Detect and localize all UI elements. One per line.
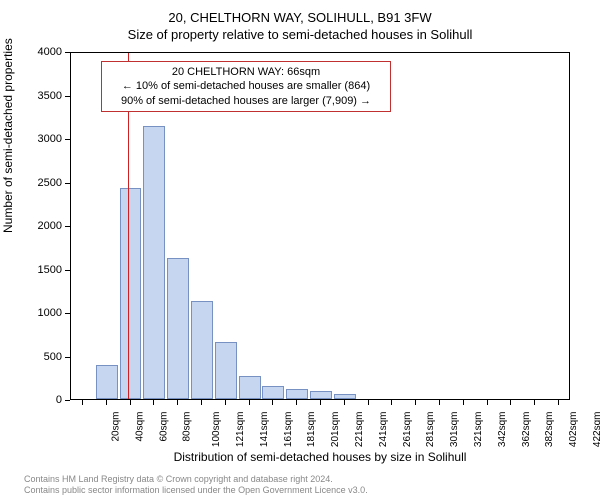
x-tick-mark — [177, 400, 178, 405]
x-tick-mark — [510, 400, 511, 405]
histogram-bar — [262, 386, 284, 399]
x-tick-label: 241sqm — [378, 412, 389, 448]
x-tick-mark — [344, 400, 345, 405]
annotation-line1: 20 CHELTHORN WAY: 66sqm — [108, 65, 384, 79]
x-tick-label: 382sqm — [545, 412, 556, 448]
attribution-line2: Contains public sector information licen… — [24, 485, 368, 496]
x-tick-label: 80sqm — [182, 412, 193, 442]
annotation-line3: 90% of semi-detached houses are larger (… — [108, 94, 384, 108]
x-tick-mark — [439, 400, 440, 405]
x-tick-mark — [249, 400, 250, 405]
histogram-bar — [310, 391, 332, 399]
x-tick-label: 402sqm — [568, 412, 579, 448]
x-tick-mark — [130, 400, 131, 405]
x-axis-label: Distribution of semi-detached houses by … — [70, 450, 570, 464]
x-tick-mark — [296, 400, 297, 405]
x-tick-label: 422sqm — [592, 412, 600, 448]
x-tick-label: 281sqm — [426, 412, 437, 448]
x-tick-label: 40sqm — [134, 412, 145, 442]
x-tick-label: 161sqm — [283, 412, 294, 448]
y-tick-label: 3000 — [38, 133, 62, 145]
histogram-bar — [239, 376, 261, 399]
x-tick-label: 181sqm — [306, 412, 317, 448]
x-tick-label: 100sqm — [211, 412, 222, 448]
y-tick-label: 4000 — [38, 46, 62, 58]
x-tick-mark — [153, 400, 154, 405]
y-tick-label: 1000 — [38, 307, 62, 319]
x-tick-mark — [320, 400, 321, 405]
x-tick-label: 301sqm — [449, 412, 460, 448]
x-tick-mark — [534, 400, 535, 405]
x-tick-label: 321sqm — [473, 412, 484, 448]
y-axis-ticks: 05001000150020002500300035004000 — [0, 52, 70, 400]
x-axis-ticks: 20sqm 40sqm 60sqm 80sqm 100sqm 121sqm 141sqm 16… — [70, 400, 570, 450]
annotation-box: 20 CHELTHORN WAY: 66sqm ← 10% of semi-de… — [101, 61, 391, 112]
attribution-line1: Contains HM Land Registry data © Crown c… — [24, 474, 368, 485]
histogram-bar — [167, 258, 189, 399]
x-tick-label: 362sqm — [521, 412, 532, 448]
y-tick-label: 500 — [44, 351, 62, 363]
y-tick-label: 0 — [56, 394, 62, 406]
histogram-bar — [143, 126, 165, 399]
x-tick-mark — [106, 400, 107, 405]
x-tick-mark — [558, 400, 559, 405]
x-tick-mark — [487, 400, 488, 405]
x-tick-mark — [415, 400, 416, 405]
x-tick-label: 261sqm — [402, 412, 413, 448]
y-tick-label: 3500 — [38, 90, 62, 102]
x-tick-label: 121sqm — [235, 412, 246, 448]
histogram-bar — [215, 342, 237, 399]
annotation-line2: ← 10% of semi-detached houses are smalle… — [108, 79, 384, 93]
page-title-address: 20, CHELTHORN WAY, SOLIHULL, B91 3FW — [0, 10, 600, 25]
x-tick-mark — [463, 400, 464, 405]
y-tick-label: 2500 — [38, 177, 62, 189]
histogram-bar — [334, 394, 356, 399]
x-tick-label: 221sqm — [354, 412, 365, 448]
x-tick-label: 141sqm — [259, 412, 270, 448]
x-tick-mark — [82, 400, 83, 405]
y-tick-label: 1500 — [38, 264, 62, 276]
x-tick-mark — [272, 400, 273, 405]
title-block: 20, CHELTHORN WAY, SOLIHULL, B91 3FW Siz… — [0, 0, 600, 42]
histogram-bar — [120, 188, 142, 399]
x-tick-mark — [391, 400, 392, 405]
histogram-bar — [191, 301, 213, 399]
plot-area: 20 CHELTHORN WAY: 66sqm ← 10% of semi-de… — [70, 52, 570, 400]
histogram-bar — [286, 389, 308, 399]
x-tick-mark — [368, 400, 369, 405]
x-tick-mark — [201, 400, 202, 405]
x-tick-label: 60sqm — [158, 412, 169, 442]
attribution: Contains HM Land Registry data © Crown c… — [24, 474, 368, 496]
x-tick-label: 342sqm — [497, 412, 508, 448]
x-tick-label: 20sqm — [110, 412, 121, 442]
x-tick-label: 201sqm — [330, 412, 341, 448]
histogram-chart: 20, CHELTHORN WAY, SOLIHULL, B91 3FW Siz… — [0, 0, 600, 500]
y-tick-label: 2000 — [38, 220, 62, 232]
histogram-bar — [96, 365, 118, 399]
x-tick-mark — [225, 400, 226, 405]
page-title-subtitle: Size of property relative to semi-detach… — [0, 27, 600, 42]
